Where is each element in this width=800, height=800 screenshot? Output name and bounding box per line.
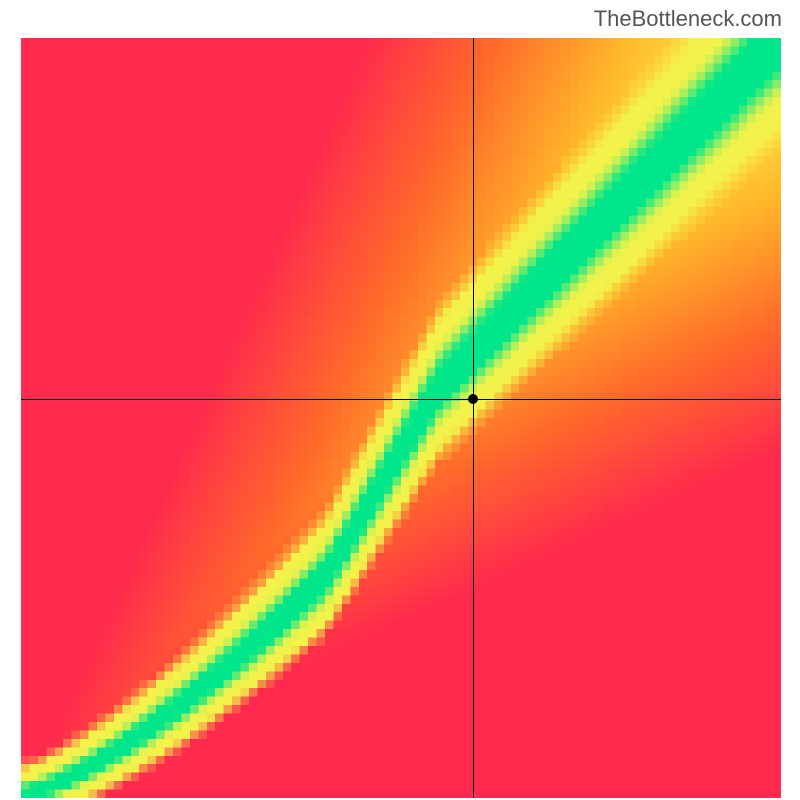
heatmap-plot — [21, 38, 781, 798]
chart-container: TheBottleneck.com — [0, 0, 800, 800]
crosshair-marker — [468, 394, 478, 404]
heatmap-canvas — [21, 38, 781, 798]
watermark-text: TheBottleneck.com — [594, 6, 782, 32]
crosshair-horizontal — [21, 399, 781, 400]
crosshair-vertical — [473, 38, 474, 798]
